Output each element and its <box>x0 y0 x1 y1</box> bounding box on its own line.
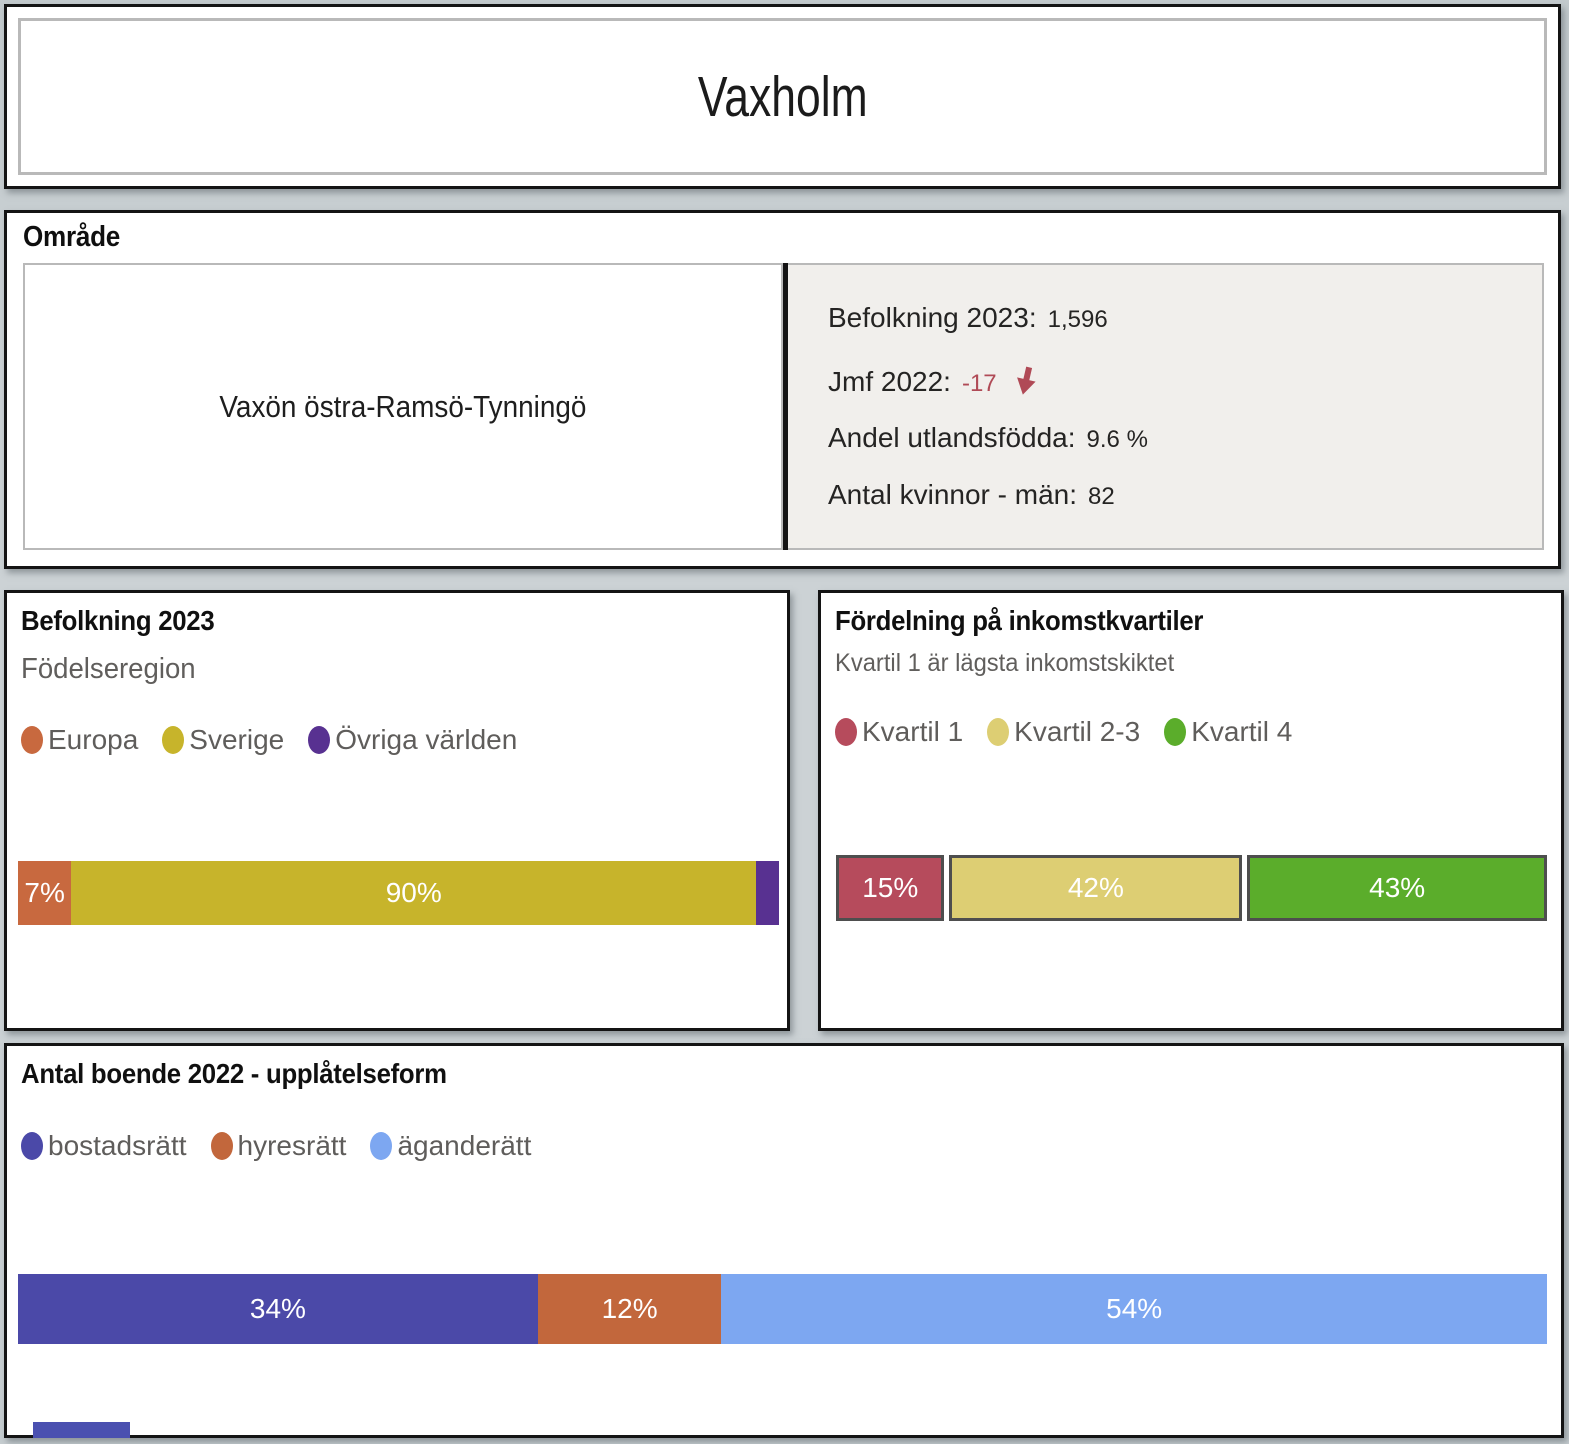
legend-item[interactable]: hyresrätt <box>210 1130 347 1162</box>
stat-jmf-2022: Jmf 2022: -17 <box>828 359 1532 398</box>
stat-befolkning: Befolkning 2023: 1,596 <box>828 302 1532 334</box>
befolkning-chart-card: Befolkning 2023 Födelseregion Europa Sve… <box>4 590 790 1031</box>
omrade-card: Område Vaxön östra-Ramsö-Tynningö Befolk… <box>4 210 1561 569</box>
legend-item[interactable]: Sverige <box>162 724 284 756</box>
bar-segment-europa[interactable]: 7% <box>18 861 72 925</box>
legend-item[interactable]: Kvartil 2-3 <box>987 716 1140 748</box>
title-card: Vaxholm <box>4 4 1561 189</box>
stacked-bar: 15% 42% 43% <box>836 855 1547 921</box>
stat-value: 9.6 % <box>1086 426 1148 454</box>
stats-panel: Befolkning 2023: 1,596 Jmf 2022: -17 And… <box>788 263 1544 550</box>
stat-value: 1,596 <box>1047 305 1108 333</box>
stacked-bar: 7% 90% <box>18 861 779 925</box>
legend-item[interactable]: bostadsrätt <box>21 1130 187 1162</box>
bar-segment-hyresratt[interactable]: 12% <box>537 1274 722 1344</box>
legend-dot-icon <box>21 1132 43 1160</box>
bar-segment-sverige[interactable]: 90% <box>71 861 757 925</box>
legend-dot-icon <box>210 1132 233 1160</box>
stat-value-negative: -17 <box>961 369 997 397</box>
legend-label: Europa <box>48 724 139 755</box>
inkomstkvartiler-chart-card: Fördelning på inkomstkvartiler Kvartil 1… <box>818 590 1564 1031</box>
chart-subtitle: Födelseregion <box>21 653 196 685</box>
legend-item[interactable]: Europa <box>21 724 138 756</box>
stat-label: Andel utlandsfödda: <box>828 422 1076 454</box>
legend-dot-icon <box>370 1132 393 1160</box>
legend-label: äganderätt <box>397 1130 532 1161</box>
legend-label: hyresrätt <box>237 1130 347 1161</box>
legend-label: Kvartil 4 <box>1191 716 1293 747</box>
stacked-bar: 34% 12% 54% <box>18 1274 1547 1344</box>
stat-label: Befolkning 2023: <box>828 301 1037 333</box>
legend-label: Kvartil 1 <box>862 716 964 747</box>
legend: Europa Sverige Övriga världen <box>21 724 773 756</box>
page-title: Vaxholm <box>697 64 868 129</box>
legend: bostadsrätt hyresrätt äganderätt <box>21 1130 1547 1162</box>
area-selector[interactable]: Vaxön östra-Ramsö-Tynningö <box>23 263 783 550</box>
bar-segment-bostadsratt[interactable]: 34% <box>18 1274 538 1344</box>
partial-bar-strip <box>33 1422 130 1438</box>
legend-dot-icon <box>1164 718 1187 746</box>
legend-item[interactable]: Övriga världen <box>308 724 517 756</box>
omrade-header: Område <box>23 221 121 253</box>
bar-segment-kvartil-1[interactable]: 15% <box>836 855 945 921</box>
bar-segment-ovriga-varlden[interactable] <box>756 861 779 925</box>
chart-title: Antal boende 2022 - upplåtelseform <box>21 1058 447 1089</box>
chart-title: Fördelning på inkomstkvartiler <box>835 605 1204 636</box>
legend-label: Sverige <box>189 724 285 755</box>
stat-utlandsfodda: Andel utlandsfödda: 9.6 % <box>828 422 1532 454</box>
legend-dot-icon <box>987 718 1010 746</box>
vertical-divider <box>783 263 788 550</box>
legend-item[interactable]: Kvartil 4 <box>1164 716 1292 748</box>
chart-title: Befolkning 2023 <box>21 605 215 636</box>
legend-label: Kvartil 2-3 <box>1014 716 1141 747</box>
area-name: Vaxön östra-Ramsö-Tynningö <box>219 388 587 424</box>
bar-segment-kvartil-2-3[interactable]: 42% <box>949 855 1243 921</box>
chart-subtitle: Kvartil 1 är lägsta inkomstskiktet <box>835 649 1175 677</box>
legend-item[interactable]: Kvartil 1 <box>835 716 963 748</box>
legend-dot-icon <box>21 726 43 754</box>
legend-dot-icon <box>835 718 857 746</box>
stat-label: Jmf 2022: <box>828 365 951 397</box>
legend-label: bostadsrätt <box>48 1130 187 1161</box>
boende-chart-card: Antal boende 2022 - upplåtelseform bosta… <box>4 1043 1564 1438</box>
stat-label: Antal kvinnor - män: <box>828 479 1077 511</box>
bar-segment-aganderatt[interactable]: 54% <box>721 1274 1547 1344</box>
stat-value: 82 <box>1088 483 1115 511</box>
omrade-body: Vaxön östra-Ramsö-Tynningö Befolkning 20… <box>23 263 1544 550</box>
legend: Kvartil 1 Kvartil 2-3 Kvartil 4 <box>835 716 1547 748</box>
stat-kvinnor-man: Antal kvinnor - män: 82 <box>828 479 1532 511</box>
legend-dot-icon <box>162 726 185 754</box>
legend-item[interactable]: äganderätt <box>370 1130 531 1162</box>
bar-segment-kvartil-4[interactable]: 43% <box>1247 855 1547 921</box>
title-inner-frame: Vaxholm <box>18 18 1547 175</box>
down-arrow-icon <box>1016 366 1036 395</box>
legend-label: Övriga världen <box>335 724 518 755</box>
legend-dot-icon <box>308 726 331 754</box>
